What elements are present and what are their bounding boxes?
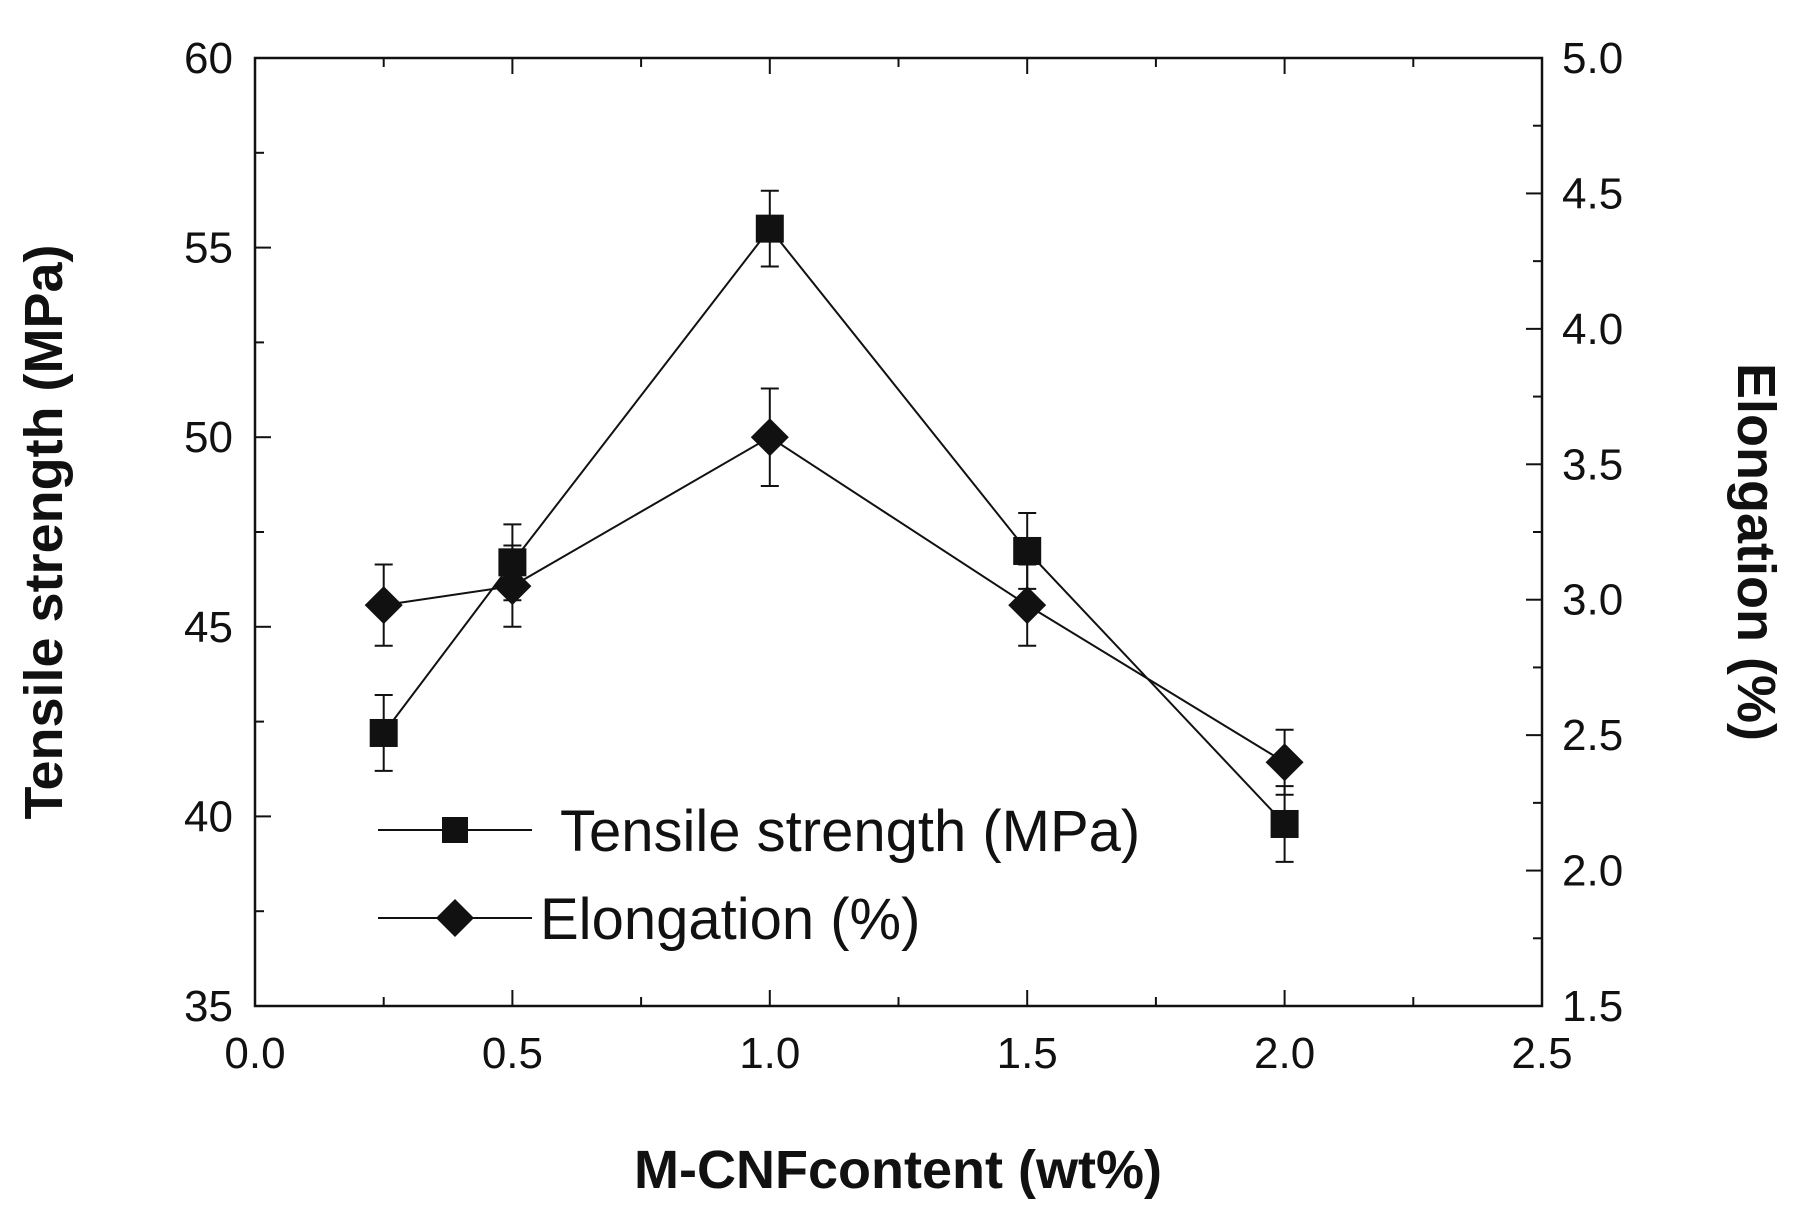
y2-tick-label: 4.5 [1562,169,1623,218]
y2-axis-ticks: 1.5 2.0 2.5 3.0 3.5 4.0 4.5 5.0 [1526,34,1623,1031]
y-tick-label: 40 [184,792,233,841]
data-point-diamond [493,567,532,606]
x-tick-label: 0.5 [482,1029,543,1078]
data-point-square [755,214,784,243]
series-line-tensile [382,227,1286,825]
x-tick-label: 2.0 [1254,1029,1315,1078]
y2-tick-label: 5.0 [1562,34,1623,83]
series-layer [364,189,1304,863]
y2-tick-label: 4.0 [1562,305,1623,354]
legend-label-tensile: Tensile strength (MPa) [560,799,1140,864]
y-tick-label: 55 [184,224,233,273]
y-tick-label: 45 [184,603,233,652]
y-axis-title: Tensile strength (MPa) [14,244,74,819]
legend-diamond-marker [436,899,474,937]
x-tick-label: 1.5 [997,1029,1058,1078]
y2-tick-label: 2.0 [1562,847,1623,896]
y-axis-ticks: 35 40 45 50 55 60 [184,34,271,1031]
x-tick-label: 2.5 [1511,1029,1572,1078]
y-tick-label: 35 [184,982,233,1031]
y2-tick-label: 3.5 [1562,440,1623,489]
y2-tick-label: 2.5 [1562,711,1623,760]
y-tick-label: 50 [184,413,233,462]
legend-label-elongation: Elongation (%) [540,887,920,952]
x-axis-title: M-CNFcontent (wt%) [634,1140,1162,1200]
data-point-diamond [1008,586,1047,625]
legend-square-marker [442,817,468,843]
y2-tick-label: 1.5 [1562,982,1623,1031]
y-tick-label: 60 [184,34,233,83]
y2-axis-title: Elongation (%) [1726,363,1786,741]
data-point-diamond [1265,743,1304,782]
data-point-diamond [750,418,789,457]
x-tick-label: 0.0 [224,1029,285,1078]
y2-tick-label: 3.0 [1562,576,1623,625]
data-point-square [369,718,398,747]
data-point-diamond [364,586,403,625]
x-tick-label: 1.0 [739,1029,800,1078]
data-point-square [1013,536,1042,565]
data-point-square [1270,809,1299,838]
legend: Tensile strength (MPa) Elongation (%) [378,799,1140,952]
x-axis-ticks: 0.0 0.5 1.0 1.5 2.0 2.5 [224,58,1573,1078]
